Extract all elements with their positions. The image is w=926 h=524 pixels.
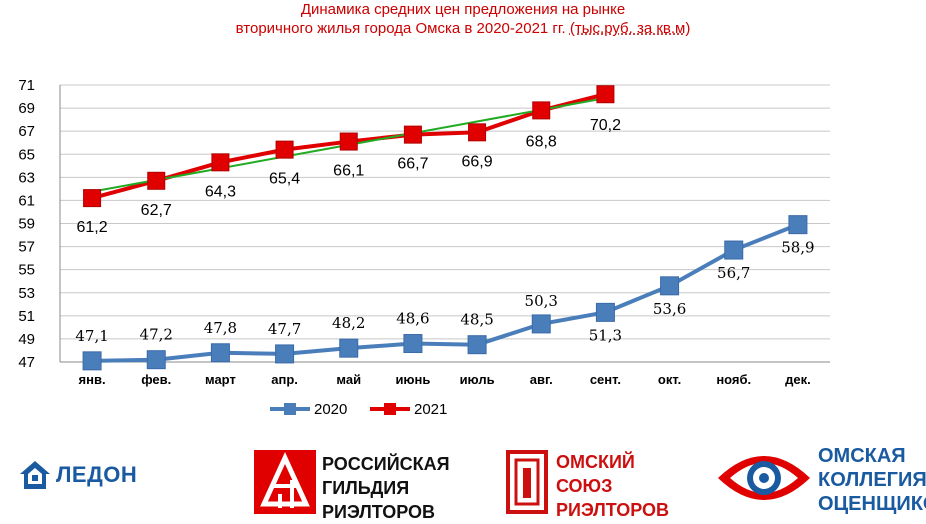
series-line-2020 [92,222,799,363]
data-label-2021: 70,2 [590,117,621,134]
data-point-2020 [339,338,359,358]
data-point-2020 [660,276,680,296]
data-point-2021 [147,171,166,190]
data-point-2021 [211,153,230,172]
data-point-2021 [339,132,358,151]
data-label-2021: 64,3 [205,183,236,200]
y-tick-label: 63 [18,169,35,186]
data-label-2020: 50,3 [525,292,558,310]
x-tick-label: июнь [395,372,430,387]
data-label-2021: 62,7 [141,202,172,219]
title-unit: (тыс.руб. за кв.м) [569,20,691,37]
rgr-text: РОССИЙСКАЯ ГИЛЬДИЯ РИЭЛТОРОВ [322,454,450,522]
data-point-2021 [403,125,422,144]
legend-label-2021: 2021 [414,401,447,418]
house-icon [20,461,50,489]
data-label-2020: 47,7 [268,320,301,338]
y-tick-label: 61 [18,192,35,209]
x-tick-label: дек. [785,372,811,387]
chart-title: Динамика средних цен предложения на рынк… [0,0,926,38]
data-label-2020: 48,2 [332,314,365,332]
data-label-2021: 65,4 [269,171,300,188]
y-tick-label: 71 [18,77,35,94]
data-label-2020: 53,6 [653,300,686,318]
x-tick-label: март [205,372,236,387]
data-label-2021: 66,1 [333,163,364,180]
x-tick-label: сент. [590,372,621,387]
data-point-2020 [595,302,615,322]
y-tick-label: 53 [18,285,35,302]
data-label-2020: 56,7 [717,264,750,282]
data-point-2020 [146,350,166,370]
x-tick-label: июль [460,372,495,387]
y-tick-label: 51 [18,308,35,325]
y-tick-label: 55 [18,262,35,279]
x-tick-label: окт. [658,372,681,387]
legend: 2020 2021 [270,401,447,418]
ledon-logo: ЛЕДОН [18,458,137,497]
x-tick-label: май [336,372,361,387]
x-tick-label: авг. [530,372,553,387]
y-tick-label: 67 [18,123,35,140]
y-tick-label: 59 [18,216,35,233]
data-label-2021: 66,7 [397,156,428,173]
title-line-2: вторичного жилья города Омска в 2020-202… [235,20,691,37]
oko-logo: ОМСКАЯ КОЛЛЕГИЯ ОЦЕНЩИКОВ [714,440,926,519]
y-tick-label: 47 [18,354,35,371]
x-tick-label: фев. [141,372,171,387]
data-point-2020 [788,215,808,235]
y-tick-label: 69 [18,100,35,117]
rgr-logo: РОССИЙСКАЯ ГИЛЬДИЯ РИЭЛТОРОВ [254,450,450,522]
data-point-2020 [82,351,102,371]
oko-text: ОМСКАЯ КОЛЛЕГИЯ ОЦЕНЩИКОВ [818,445,926,515]
x-tick-label: нояб. [716,372,751,387]
legend-marker-2021 [384,403,396,415]
osr-emblem-icon [506,450,548,514]
data-label-2021: 68,8 [526,133,557,150]
data-point-2020 [210,343,230,363]
line-chart: 47 49 51 53 55 57 59 61 63 65 67 69 71 янв. фев. март ап… [18,77,830,418]
data-label-2020: 47,1 [75,327,108,345]
y-tick-label: 49 [18,331,35,348]
data-label-2020: 48,6 [396,310,429,328]
y-tick-label: 65 [18,146,35,163]
data-point-2021 [596,85,615,104]
data-point-2021 [275,140,294,159]
legend-marker-2020 [284,403,296,415]
data-label-2020: 51,3 [589,326,622,344]
title-line-1: Динамика средних цен предложения на рынк… [300,1,626,18]
data-point-2020 [275,344,295,364]
rgr-emblem-icon [254,450,316,514]
data-point-2021 [83,189,102,208]
data-label-2021: 61,2 [77,219,108,236]
osr-text: ОМСКИЙ СОЮЗ РИЭЛТОРОВ [556,452,670,520]
x-tick-label: апр. [271,372,298,387]
data-label-2020: 47,8 [204,319,237,337]
data-point-2020 [403,334,423,354]
data-point-2020 [724,240,744,260]
data-point-2020 [531,314,551,334]
data-label-2020: 48,5 [460,311,493,329]
data-point-2020 [467,335,487,355]
data-label-2020: 58,9 [781,239,814,257]
data-point-2021 [468,123,487,142]
data-label-2020: 47,2 [140,326,173,344]
data-point-2021 [532,101,551,120]
data-label-2021: 66,9 [462,153,493,170]
y-tick-label: 57 [18,239,35,256]
x-tick-label: янв. [79,372,106,387]
legend-label-2020: 2020 [314,401,347,418]
oko-eye-icon [718,456,810,500]
ledon-name: ЛЕДОН [56,462,138,487]
osr-logo: ОМСКИЙ СОЮЗ РИЭЛТОРОВ [506,450,669,520]
